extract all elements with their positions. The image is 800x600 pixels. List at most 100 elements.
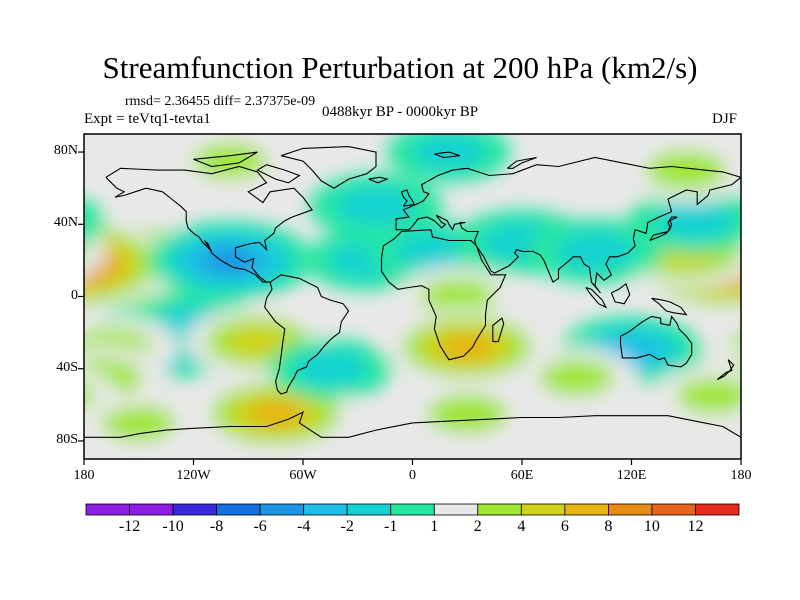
colorbar-label: 2 bbox=[473, 518, 482, 535]
anomaly-center bbox=[309, 173, 443, 239]
colorbar-swatch bbox=[303, 503, 348, 516]
colorbar-label: -2 bbox=[340, 518, 354, 535]
colorbar-label: -10 bbox=[162, 518, 184, 535]
contour-band bbox=[84, 248, 85, 254]
experiment-label: Expt = teVtq1-tevta1 bbox=[84, 111, 211, 127]
colorbar-swatch bbox=[477, 503, 522, 516]
colorbar-swatch bbox=[129, 503, 174, 516]
contour-band bbox=[759, 244, 800, 270]
novaya-zemlya-coast bbox=[507, 156, 537, 169]
arctic-islands-coast bbox=[193, 151, 258, 168]
lon-tick-label: 0 bbox=[409, 468, 416, 483]
colorbar-swatch bbox=[608, 503, 653, 516]
colorbar-label: 1 bbox=[430, 518, 439, 535]
colorbar-swatch bbox=[433, 503, 479, 516]
new-guinea-coast bbox=[651, 297, 688, 316]
contour-band bbox=[202, 247, 258, 274]
lon-tick-label: 120W bbox=[176, 468, 211, 483]
colorbar-label: 6 bbox=[560, 518, 569, 535]
lat-tick-label: 40S bbox=[56, 359, 78, 375]
contour-band bbox=[84, 383, 94, 409]
colorbar-swatch bbox=[172, 503, 217, 516]
contour-band bbox=[84, 196, 106, 245]
contour-band bbox=[539, 359, 614, 396]
eurasia-coast bbox=[395, 156, 741, 294]
lon-tick-label: 120E bbox=[616, 468, 647, 483]
anomaly-center bbox=[185, 306, 330, 377]
colorbar-swatch bbox=[85, 503, 130, 516]
colorbar-swatch bbox=[695, 503, 740, 516]
contour-band bbox=[293, 350, 368, 387]
colorbar-label: -1 bbox=[384, 518, 398, 535]
lon-tick-label: 60E bbox=[510, 468, 534, 483]
period-label: 0488kyr BP - 0000kyr BP bbox=[322, 104, 479, 120]
colorbar-label: 10 bbox=[643, 518, 660, 535]
contour-band bbox=[646, 150, 727, 190]
north-america-coast bbox=[105, 165, 313, 283]
contour-band bbox=[759, 405, 800, 441]
contour-band bbox=[0, 236, 62, 268]
contour-band bbox=[335, 186, 417, 226]
colorbar-swatch bbox=[216, 503, 261, 516]
colorbar-swatch bbox=[259, 503, 305, 516]
colorbar-label: -12 bbox=[118, 518, 141, 535]
contour-band bbox=[741, 235, 800, 279]
stats-label: rmsd= 2.36455 diff= 2.37375e-09 bbox=[125, 94, 316, 109]
contour-band bbox=[420, 278, 496, 315]
lat-tick-label: 40N bbox=[53, 215, 78, 231]
contour-band bbox=[733, 408, 741, 438]
colorbar-label: -8 bbox=[209, 518, 224, 535]
anomaly-center bbox=[84, 188, 741, 254]
anomaly-center bbox=[84, 365, 741, 427]
colorbar-swatch bbox=[564, 503, 609, 516]
baffin-coast bbox=[256, 164, 301, 184]
antarctica-coast bbox=[84, 411, 741, 438]
contour-band bbox=[101, 404, 176, 442]
japan-coast bbox=[649, 216, 678, 242]
svalbard-coast bbox=[434, 151, 461, 159]
anomaly-center bbox=[528, 218, 662, 284]
colorbar-label: 12 bbox=[687, 518, 704, 535]
anomaly-center bbox=[387, 134, 511, 183]
lat-tick-label: 80N bbox=[53, 143, 78, 159]
contour-band bbox=[393, 233, 468, 270]
colorbar-label: -4 bbox=[296, 518, 311, 535]
greenland-coast bbox=[280, 146, 377, 189]
africa-coast bbox=[380, 229, 507, 361]
lon-tick-label: 180 bbox=[730, 468, 752, 483]
contour-band bbox=[439, 333, 495, 361]
colorbar-swatch bbox=[520, 503, 566, 516]
anomaly-center bbox=[400, 381, 535, 447]
contour-band bbox=[192, 142, 268, 180]
new-zealand-coast bbox=[716, 359, 735, 381]
anomaly-center bbox=[84, 137, 741, 203]
south-america-coast bbox=[264, 274, 350, 395]
colorbar-label: 8 bbox=[604, 518, 613, 535]
contour-band bbox=[655, 201, 736, 241]
contour-band bbox=[84, 368, 119, 424]
season-label: DJF bbox=[712, 111, 738, 127]
lon-tick-label: 180 bbox=[73, 468, 95, 483]
borneo-coast bbox=[610, 283, 631, 305]
australia-coast bbox=[619, 315, 693, 368]
colorbar-label: -6 bbox=[253, 518, 267, 535]
plot-title: Streamfunction Perturbation at 200 hPa (… bbox=[102, 50, 698, 85]
colorbar-label: 4 bbox=[517, 518, 526, 535]
anomaly-center bbox=[168, 134, 292, 192]
madagascar-coast bbox=[492, 317, 505, 343]
anomaly-center bbox=[514, 347, 639, 409]
iceland-coast bbox=[368, 176, 389, 184]
lat-tick-label: 0 bbox=[71, 287, 78, 303]
colorbar-swatch bbox=[346, 503, 392, 516]
colorbar-swatch bbox=[390, 503, 435, 516]
contour-band bbox=[248, 400, 303, 427]
contour-band bbox=[427, 394, 508, 434]
colorbar-swatch bbox=[651, 503, 696, 516]
contour-band bbox=[84, 151, 97, 189]
contour-band bbox=[226, 326, 289, 357]
contour-band bbox=[554, 231, 636, 271]
lon-tick-label: 60W bbox=[289, 468, 317, 483]
british-isles-coast bbox=[400, 189, 416, 207]
sumatra-coast bbox=[585, 286, 608, 309]
